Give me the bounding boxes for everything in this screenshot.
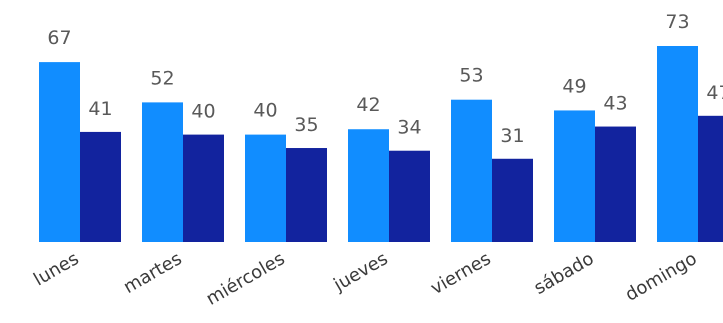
bar-sábado-series-1	[554, 110, 595, 242]
data-label-miércoles-series-2: 35	[294, 114, 318, 136]
bar-lunes-series-2	[80, 131, 121, 242]
bar-domingo-series-2	[698, 115, 723, 242]
data-labels-layer: 67 41 52 40 40 35 42 34 53 31 49 43 73 47	[47, 11, 723, 147]
data-label-sábado-series-1: 49	[562, 75, 586, 97]
data-label-martes-series-1: 52	[150, 67, 174, 89]
data-label-domingo-series-1: 73	[665, 11, 689, 33]
bar-jueves-series-2	[389, 150, 430, 242]
x-tick-label-0: lunes	[30, 248, 82, 290]
data-label-martes-series-2: 40	[191, 101, 215, 123]
x-tick-label-6: domingo	[622, 248, 701, 306]
data-label-miércoles-series-1: 40	[253, 100, 277, 122]
x-tick-label-3: jueves	[329, 248, 391, 296]
data-label-sábado-series-2: 43	[603, 93, 627, 115]
data-label-viernes-series-1: 53	[459, 65, 483, 87]
data-label-lunes-series-1: 67	[47, 27, 71, 49]
bar-domingo-series-1	[657, 46, 698, 242]
x-tick-label-4: viernes	[427, 248, 494, 299]
bar-viernes-series-1	[451, 99, 492, 242]
bar-martes-series-2	[183, 134, 224, 242]
data-label-jueves-series-1: 42	[356, 94, 380, 116]
bar-miércoles-series-1	[245, 134, 286, 242]
bar-miércoles-series-2	[286, 148, 327, 242]
data-label-viernes-series-2: 31	[500, 125, 524, 147]
data-label-jueves-series-2: 34	[397, 117, 421, 139]
x-tick-label-2: miércoles	[203, 248, 289, 310]
x-tick-label-5: sábado	[530, 248, 597, 299]
bars-layer	[39, 46, 723, 242]
bar-viernes-series-2	[492, 158, 533, 242]
bar-martes-series-1	[142, 102, 183, 242]
x-axis-tick-labels: lunes martes miércoles jueves viernes sábado d…	[30, 248, 700, 310]
data-label-lunes-series-2: 41	[88, 98, 112, 120]
bar-lunes-series-1	[39, 62, 80, 242]
bar-sábado-series-2	[595, 126, 636, 242]
x-tick-label-1: martes	[120, 248, 185, 298]
data-label-domingo-series-2: 47	[706, 82, 723, 104]
bar-jueves-series-1	[348, 129, 389, 242]
